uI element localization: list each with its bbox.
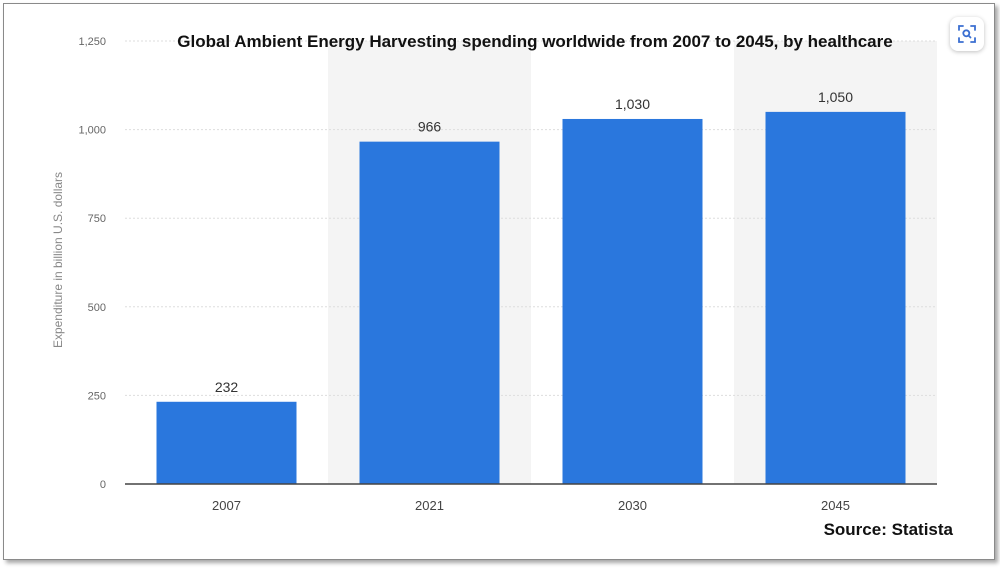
y-tick-label: 750 [88, 213, 106, 225]
data-label: 1,050 [818, 89, 853, 105]
bar[interactable] [765, 111, 906, 484]
y-tick-label: 1,250 [78, 36, 106, 48]
bar[interactable] [562, 118, 703, 484]
data-label: 966 [418, 119, 442, 135]
x-tick-label: 2045 [821, 498, 850, 513]
data-labels: 232 966 1,030 1,050 [215, 89, 853, 395]
bar[interactable] [359, 141, 500, 484]
bar[interactable] [156, 401, 297, 484]
x-tick-label: 2021 [415, 498, 444, 513]
y-axis-label: Expenditure in billion U.S. dollars [51, 172, 65, 348]
zoom-button[interactable] [950, 17, 984, 51]
source-label: Source: Statista [824, 520, 954, 539]
lens-zoom-icon [958, 25, 976, 43]
y-axis-ticks: 0 250 500 750 1,000 1,250 [78, 36, 106, 491]
data-label: 232 [215, 379, 239, 395]
y-tick-label: 500 [88, 302, 106, 314]
x-tick-label: 2030 [618, 498, 647, 513]
y-tick-label: 1,000 [78, 125, 106, 137]
x-axis-ticks: 2007 2021 2030 2045 [212, 498, 850, 513]
y-tick-label: 0 [100, 479, 106, 491]
y-tick-label: 250 [88, 390, 106, 402]
chart-title: Global Ambient Energy Harvesting spendin… [177, 32, 892, 51]
bars [156, 111, 906, 484]
data-label: 1,030 [615, 96, 650, 112]
x-tick-label: 2007 [212, 498, 241, 513]
